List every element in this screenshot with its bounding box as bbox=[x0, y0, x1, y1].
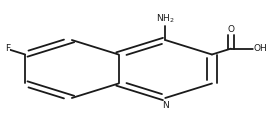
Text: OH: OH bbox=[254, 44, 267, 53]
Text: NH$_2$: NH$_2$ bbox=[156, 12, 174, 25]
Text: O: O bbox=[227, 25, 234, 34]
Text: F: F bbox=[5, 44, 10, 54]
Text: N: N bbox=[162, 101, 169, 110]
